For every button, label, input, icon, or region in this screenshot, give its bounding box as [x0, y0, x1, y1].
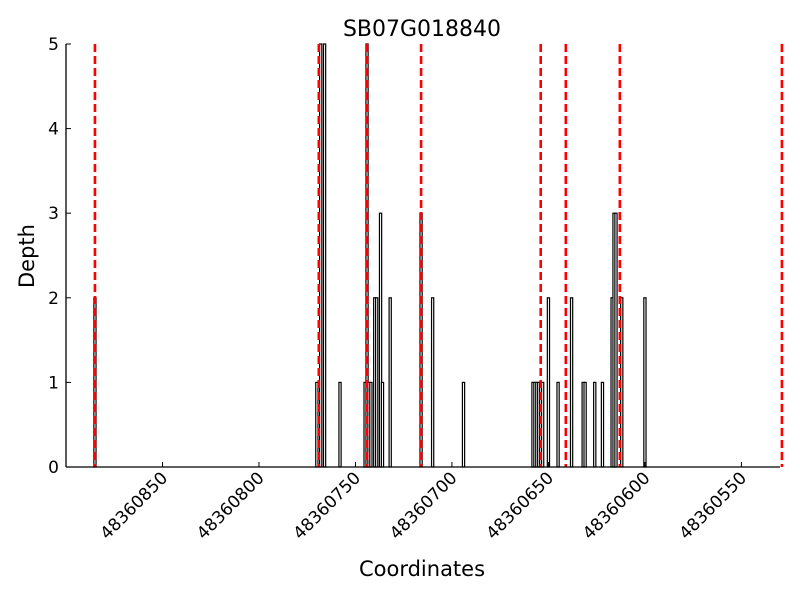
- depth-bar: [643, 297, 647, 468]
- depth-bar: [600, 381, 605, 468]
- depth-bar: [380, 381, 385, 468]
- depth-bar: [461, 381, 466, 468]
- y-tick-label: 0: [48, 458, 59, 478]
- y-tick-label: 4: [48, 120, 59, 140]
- depth-bar: [593, 381, 597, 468]
- x-tick-label: 48360650: [483, 468, 558, 543]
- depth-bar: [430, 297, 435, 468]
- y-tick-label: 2: [48, 289, 59, 309]
- y-tick-label: 5: [48, 35, 59, 55]
- x-axis-label: Coordinates: [359, 557, 485, 581]
- depth-bar: [322, 43, 327, 468]
- x-tick-label: 48360750: [290, 468, 365, 543]
- depth-bar: [569, 297, 574, 468]
- depth-bar: [583, 381, 587, 468]
- x-tick-label: 48360850: [97, 468, 172, 543]
- x-tick-label: 48360550: [676, 468, 751, 543]
- x-tick-label: 48360800: [193, 468, 268, 543]
- depth-bar: [374, 297, 379, 468]
- x-tick-label: 48360700: [386, 468, 461, 543]
- depth-bar: [338, 381, 342, 468]
- chart-title: SB07G018840: [343, 17, 501, 42]
- y-tick-label: 3: [48, 204, 59, 224]
- depth-bar: [546, 297, 551, 468]
- depth-bar: [369, 381, 373, 468]
- depth-bar: [388, 297, 392, 468]
- x-tick-label: 48360600: [579, 468, 654, 543]
- plot-area: 0 1 2 3 4 5 48360850 48360800 48360750 48360700 48…: [48, 35, 784, 544]
- y-tick-label: 1: [48, 373, 59, 393]
- depth-bar: [556, 381, 560, 468]
- depth-bar: [614, 212, 618, 468]
- y-axis-label: Depth: [15, 224, 39, 288]
